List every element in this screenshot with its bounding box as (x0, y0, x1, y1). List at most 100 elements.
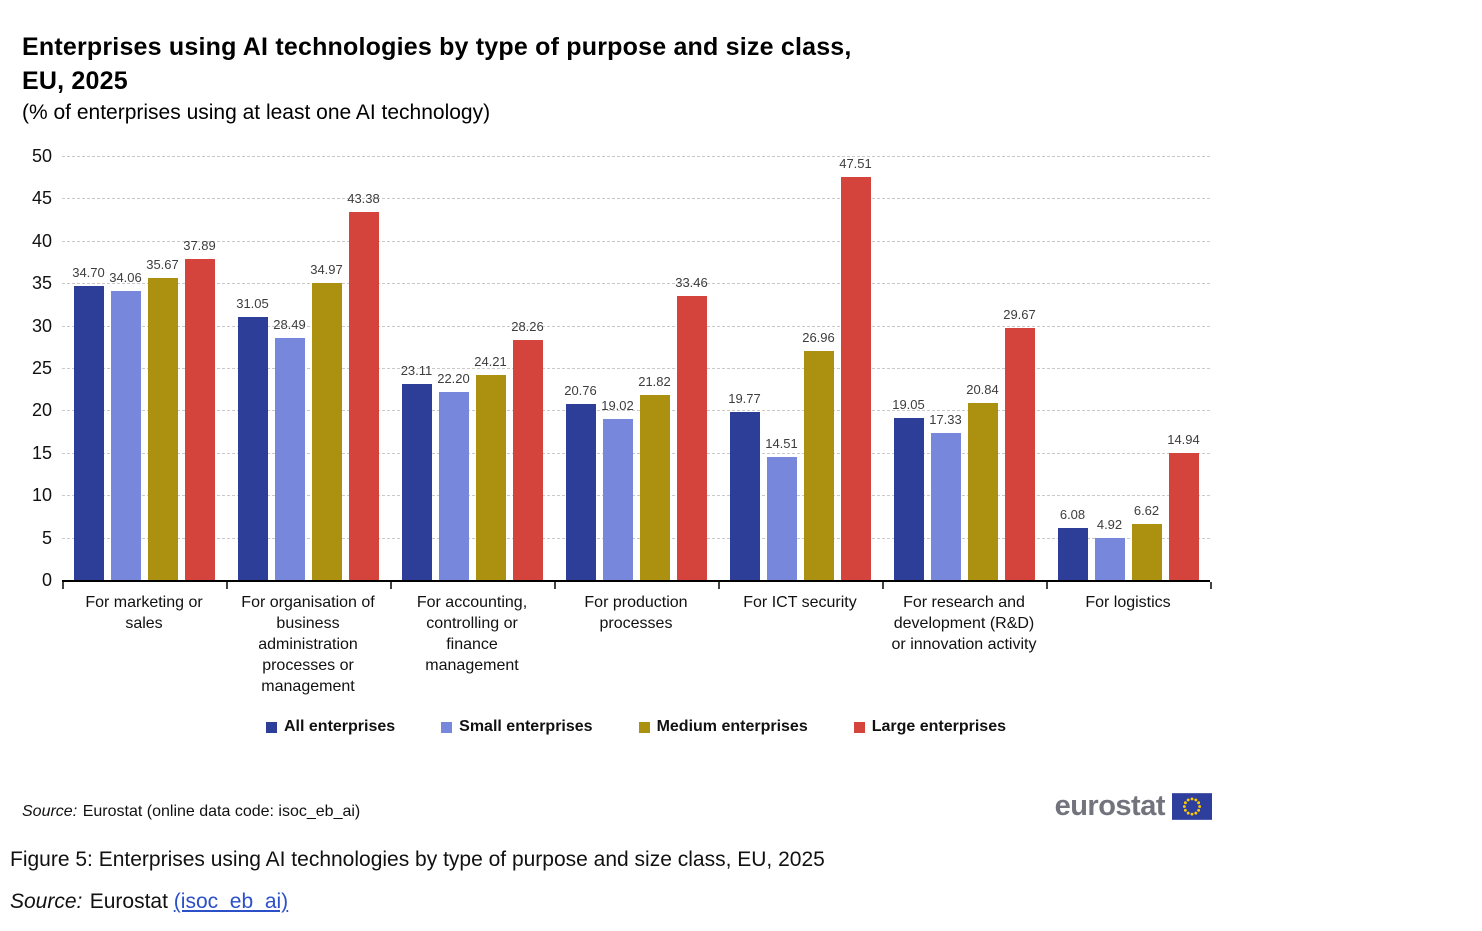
bar-value-label: 22.20 (437, 370, 470, 386)
gridline (62, 283, 1210, 285)
bar-value-label: 4.92 (1096, 517, 1123, 533)
bar-value-label: 34.97 (310, 262, 343, 278)
bar-all-enterprises (73, 285, 104, 580)
bar-value-label: 34.06 (109, 270, 142, 286)
dataset-link[interactable]: (isoc_eb_ai) (173, 890, 289, 913)
bar-value-label: 24.21 (474, 353, 507, 369)
bar-value-label: 34.70 (72, 264, 105, 280)
bar-medium-enterprises (1131, 523, 1162, 580)
bar-medium-enterprises (967, 403, 998, 580)
x-axis-category-label: For production processes (584, 594, 688, 632)
eurostat-logo-text: eurostat (1054, 789, 1166, 822)
x-axis-tick (554, 582, 556, 589)
eu-flag-icon (1172, 792, 1212, 820)
gridline (62, 198, 1210, 200)
figure-source-prefix: Source: (10, 890, 83, 913)
bar-value-label: 28.26 (511, 319, 544, 335)
x-axis-category-label: For ICT security (743, 594, 857, 611)
bar-small-enterprises (930, 433, 961, 580)
bar-large-enterprises (512, 340, 543, 580)
legend-swatch-icon (266, 721, 277, 733)
y-axis-tick-label: 25 (31, 358, 52, 378)
bar-value-label: 31.05 (236, 295, 269, 311)
bar-value-label: 33.46 (675, 275, 708, 291)
legend-label: All enterprises (284, 718, 396, 735)
gridline (62, 240, 1210, 242)
bar-large-enterprises (184, 258, 215, 580)
bar-value-label: 17.33 (929, 412, 962, 428)
x-axis-tick (718, 582, 720, 589)
legend-swatch-icon (441, 721, 453, 733)
bar-value-label: 28.49 (273, 317, 306, 333)
legend-item-medium-enterprises: Medium enterprises (638, 718, 808, 736)
bar-medium-enterprises (147, 277, 178, 580)
bar-large-enterprises (348, 212, 379, 580)
bar-small-enterprises (1094, 538, 1125, 580)
bar-large-enterprises (840, 177, 871, 580)
y-axis-tick-label: 30 (31, 315, 52, 336)
bar-medium-enterprises (311, 283, 342, 580)
legend-item-all-enterprises: All enterprises (266, 718, 395, 736)
bar-all-enterprises (1057, 528, 1088, 580)
x-axis-tick (1046, 582, 1048, 589)
bar-value-label: 6.62 (1133, 502, 1160, 518)
gridline (62, 156, 1210, 157)
bar-value-label: 23.11 (400, 363, 433, 379)
x-axis-tick (62, 582, 64, 589)
y-axis-tick-label: 15 (31, 442, 52, 463)
y-axis-tick-label: 10 (31, 485, 52, 506)
figure-source-text: Eurostat (89, 890, 168, 913)
y-axis-tick-label: 20 (31, 400, 52, 421)
bar-value-label: 14.94 (1167, 432, 1200, 448)
bar-medium-enterprises (639, 394, 670, 580)
gridline (62, 368, 1210, 369)
bar-value-label: 14.51 (765, 435, 798, 451)
chart-subtitle: (% of enterprises using at least one AI … (22, 101, 491, 124)
gridline (62, 495, 1210, 497)
bar-large-enterprises (676, 296, 707, 580)
y-axis-tick-label: 35 (31, 273, 52, 294)
legend-label: Medium enterprises (656, 718, 808, 735)
gridline (62, 537, 1210, 539)
bar-all-enterprises (729, 412, 760, 580)
bar-small-enterprises (766, 456, 797, 580)
y-axis-tick-label: 5 (41, 527, 52, 548)
eurostat-logo: eurostat (1055, 788, 1212, 824)
bar-medium-enterprises (803, 351, 834, 580)
legend-swatch-icon (638, 721, 650, 733)
source-note: Source: Eurostat (online data code: isoc_… (22, 803, 360, 821)
bar-medium-enterprises (475, 374, 506, 580)
x-axis-tick (1210, 582, 1212, 589)
bar-all-enterprises (565, 403, 596, 580)
bar-value-label: 20.76 (564, 382, 597, 398)
x-axis-line (62, 580, 1210, 582)
bar-value-label: 21.82 (638, 373, 671, 389)
bar-all-enterprises (401, 384, 432, 580)
x-axis-category-label: For research and development (R&D) or in… (891, 594, 1037, 653)
x-axis-category-label: For accounting, controlling or finance m… (416, 594, 528, 674)
bar-value-label: 6.08 (1059, 507, 1086, 523)
source-note-prefix: Source: (22, 803, 78, 820)
bar-value-label: 19.05 (892, 397, 925, 413)
bar-value-label: 19.77 (728, 391, 761, 407)
gridline (62, 452, 1210, 454)
bar-value-label: 43.38 (347, 191, 380, 207)
legend-swatch-icon (853, 721, 865, 733)
legend: All enterprises Small enterprises Medium e… (62, 718, 1210, 736)
x-axis-tick (882, 582, 884, 589)
bar-value-label: 29.67 (1003, 307, 1036, 323)
bar-value-label: 19.02 (601, 397, 634, 413)
source-note-text: Eurostat (online data code: isoc_eb_ai) (82, 803, 361, 820)
bar-small-enterprises (274, 338, 305, 580)
legend-label: Small enterprises (459, 718, 593, 735)
x-axis-tick (390, 582, 392, 589)
bar-value-label: 20.84 (966, 382, 999, 398)
x-axis-category-label: For marketing or sales (85, 594, 203, 632)
y-axis-tick-label: 40 (31, 230, 52, 251)
x-axis-category-label: For logistics (1085, 594, 1171, 611)
bar-value-label: 35.67 (146, 256, 179, 272)
x-axis-tick (226, 582, 228, 589)
legend-label: Large enterprises (871, 718, 1006, 735)
